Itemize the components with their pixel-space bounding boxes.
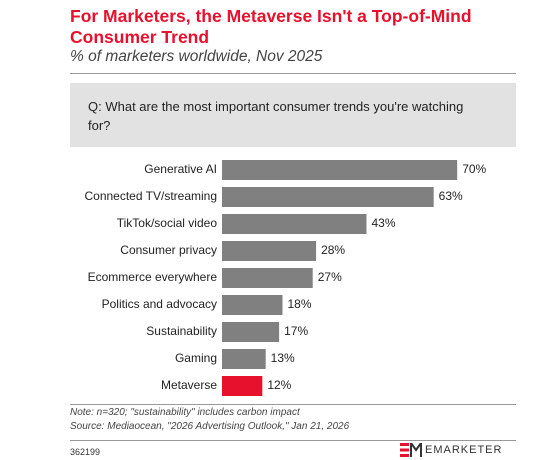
divider xyxy=(70,73,516,74)
bar xyxy=(222,322,280,342)
category-label: Ecommerce everywhere xyxy=(88,270,218,284)
category-label: Gaming xyxy=(175,351,217,365)
chart-subtitle: % of marketers worldwide, Nov 2025 xyxy=(70,48,323,65)
value-label: 17% xyxy=(284,324,308,338)
category-label: Generative AI xyxy=(144,162,217,176)
chart-id: 362199 xyxy=(70,447,101,457)
value-label: 28% xyxy=(321,243,345,257)
bar xyxy=(222,160,458,180)
bar xyxy=(222,268,313,288)
brand: EMARKETER xyxy=(425,444,503,456)
divider xyxy=(70,404,516,405)
bar xyxy=(222,214,367,234)
value-label: 12% xyxy=(267,378,291,392)
note: Note: n=320; "sustainability" includes c… xyxy=(70,407,300,418)
value-label: 27% xyxy=(318,270,342,284)
bar xyxy=(222,376,263,396)
category-label: TikTok/social video xyxy=(117,216,218,230)
category-label: Connected TV/streaming xyxy=(84,189,217,203)
question-box: Q: What are the most important consumer … xyxy=(70,83,516,147)
value-label: 70% xyxy=(462,162,486,176)
chart: Generative AI 70% Connected TV/streaming 63… xyxy=(84,160,487,396)
category-label: Sustainability xyxy=(146,324,217,338)
bar xyxy=(222,295,283,315)
chart-title: For Marketers, the Metaverse Isn't a Top… xyxy=(70,6,472,47)
value-label: 13% xyxy=(271,351,295,365)
divider xyxy=(70,440,516,441)
value-label: 63% xyxy=(439,189,463,203)
category-label: Politics and advocacy xyxy=(102,297,217,311)
bar xyxy=(222,187,434,207)
value-label: 43% xyxy=(371,216,395,230)
logo xyxy=(400,443,422,457)
source: Source: Mediaocean, "2026 Advertising Ou… xyxy=(70,421,350,432)
category-label: Consumer privacy xyxy=(120,243,217,257)
bar xyxy=(222,349,266,369)
category-label: Metaverse xyxy=(161,378,217,392)
value-label: 18% xyxy=(287,297,311,311)
bar xyxy=(222,241,317,261)
question: Q: What are the most important consumer … xyxy=(88,99,464,133)
